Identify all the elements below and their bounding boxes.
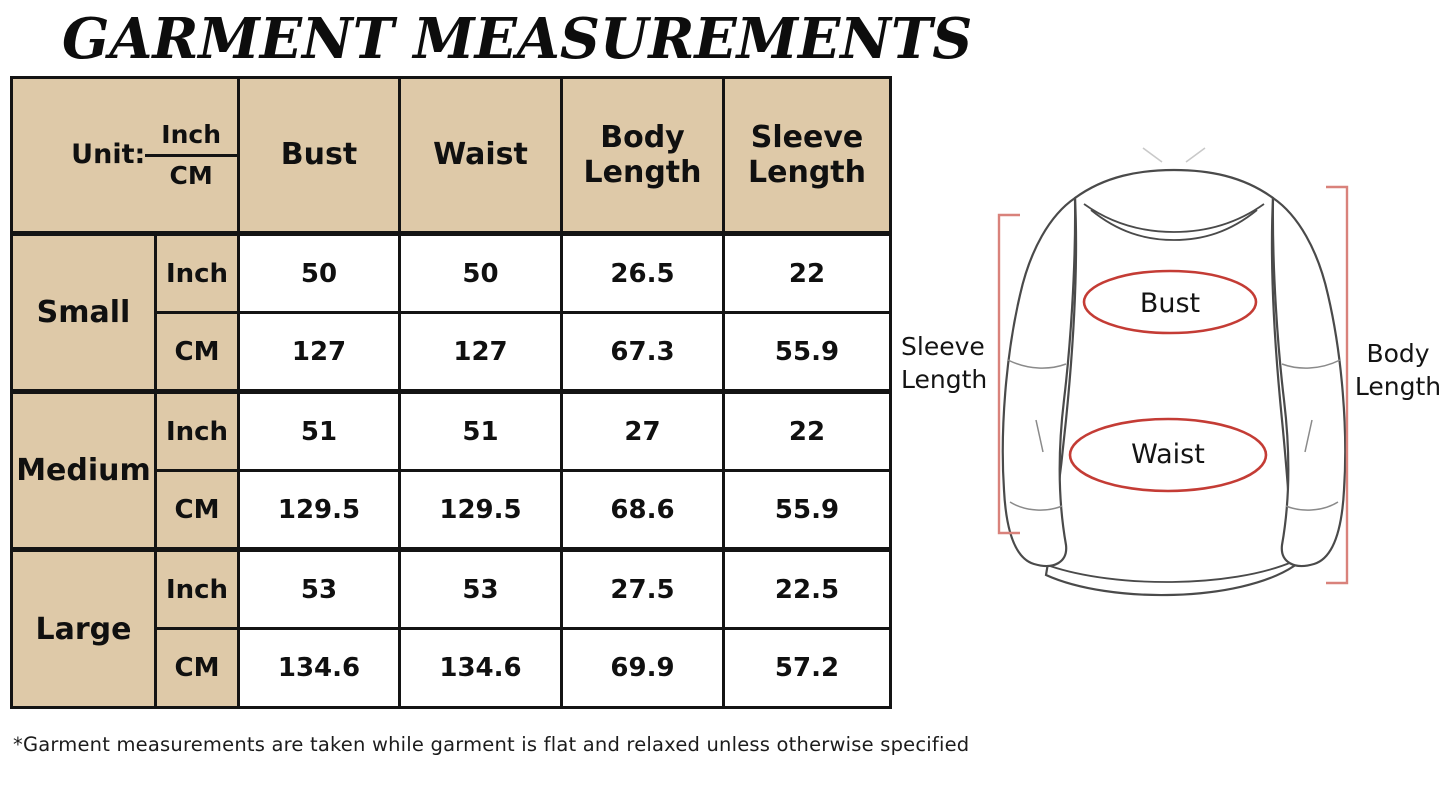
measurement-cell: 129.5 bbox=[237, 469, 401, 551]
body-length-bracket bbox=[1326, 185, 1349, 585]
bust-label: Bust bbox=[1139, 288, 1201, 319]
body-length-label: Body Length bbox=[1354, 339, 1442, 401]
unit-header-cell: Unit: Inch CM bbox=[10, 76, 240, 235]
left-sleeve bbox=[1001, 195, 1077, 568]
measurement-cell: 50 bbox=[398, 231, 563, 314]
measurement-cell: 22 bbox=[722, 389, 892, 472]
measurement-cell: 51 bbox=[237, 389, 401, 472]
size-label-small: Small bbox=[10, 231, 157, 393]
unit-row-label: CM bbox=[154, 311, 240, 393]
size-label-medium: Medium bbox=[10, 389, 157, 551]
measurement-cell: 53 bbox=[398, 547, 563, 630]
measurement-cell: 51 bbox=[398, 389, 563, 472]
collar-lines bbox=[1083, 203, 1265, 241]
measurement-cell: 134.6 bbox=[237, 627, 401, 709]
sleeve-length-label: Sleeve Length bbox=[901, 332, 988, 394]
unit-fraction-cm: CM bbox=[169, 160, 213, 190]
unit-row-label: CM bbox=[154, 627, 240, 709]
unit-fraction-inch: Inch bbox=[145, 120, 236, 157]
table-row-large-inch: Large Inch 53 53 27.5 22.5 bbox=[10, 547, 892, 709]
bust-ellipse bbox=[1082, 269, 1258, 335]
unit-fraction: Inch CM bbox=[145, 120, 236, 190]
unit-wrap: Unit: Inch CM bbox=[15, 120, 236, 190]
column-header-body-length: Body Length bbox=[560, 76, 725, 235]
table-row-large-cm: CM 134.6 134.6 69.9 57.2 bbox=[12, 627, 892, 709]
waist-label: Waist bbox=[1131, 439, 1205, 470]
table-row-small-inch: Small Inch 50 50 26.5 22 bbox=[10, 231, 892, 393]
measurement-cell: 68.6 bbox=[560, 469, 725, 551]
measurement-cell: 26.5 bbox=[560, 231, 725, 314]
measurement-cell: 55.9 bbox=[722, 311, 892, 393]
page-title: GARMENT MEASUREMENTS bbox=[62, 6, 973, 72]
table-header-row: Unit: Inch CM Bust Waist Body Length Sle… bbox=[10, 76, 892, 235]
measurement-cell: 67.3 bbox=[560, 311, 725, 393]
table-row-medium-inch: Medium Inch 51 51 27 22 bbox=[10, 389, 892, 551]
measurement-cell: 22.5 bbox=[722, 547, 892, 630]
column-header-sleeve-length: Sleeve Length bbox=[722, 76, 892, 235]
unit-label: Unit: bbox=[71, 139, 146, 171]
measurement-cell: 127 bbox=[398, 311, 563, 393]
unit-row-label: Inch bbox=[154, 389, 240, 472]
sleeve-length-bracket bbox=[997, 213, 1020, 535]
measurement-cell: 134.6 bbox=[398, 627, 563, 709]
measurement-cell: 22 bbox=[722, 231, 892, 314]
garment-diagram bbox=[997, 147, 1349, 597]
sleeve-gathers bbox=[1007, 359, 1341, 511]
measurement-cell: 57.2 bbox=[722, 627, 892, 709]
unit-row-label: CM bbox=[154, 469, 240, 551]
measurement-cell: 127 bbox=[237, 311, 401, 393]
measurement-cell: 53 bbox=[237, 547, 401, 630]
hem-seam bbox=[1049, 561, 1293, 583]
measurement-cell: 55.9 bbox=[722, 469, 892, 551]
unit-row-label: Inch bbox=[154, 547, 240, 630]
measurement-cell: 129.5 bbox=[398, 469, 563, 551]
measurement-table: Unit: Inch CM Bust Waist Body Length Sle… bbox=[10, 76, 892, 709]
size-label-large: Large bbox=[10, 547, 157, 709]
measurement-cell: 69.9 bbox=[560, 627, 725, 709]
unit-row-label: Inch bbox=[154, 231, 240, 314]
back-neck-lines bbox=[1142, 147, 1206, 163]
measurement-cell: 50 bbox=[237, 231, 401, 314]
measurement-cell: 27.5 bbox=[560, 547, 725, 630]
column-header-bust: Bust bbox=[237, 76, 401, 235]
garment-body bbox=[1044, 168, 1296, 597]
waist-ellipse bbox=[1068, 417, 1268, 493]
column-header-waist: Waist bbox=[398, 76, 563, 235]
table-row-small-cm: CM 127 127 67.3 55.9 bbox=[12, 311, 892, 393]
table-row-medium-cm: CM 129.5 129.5 68.6 55.9 bbox=[12, 469, 892, 551]
measurement-cell: 27 bbox=[560, 389, 725, 472]
footnote: *Garment measurements are taken while ga… bbox=[13, 733, 970, 756]
right-sleeve bbox=[1271, 195, 1347, 568]
